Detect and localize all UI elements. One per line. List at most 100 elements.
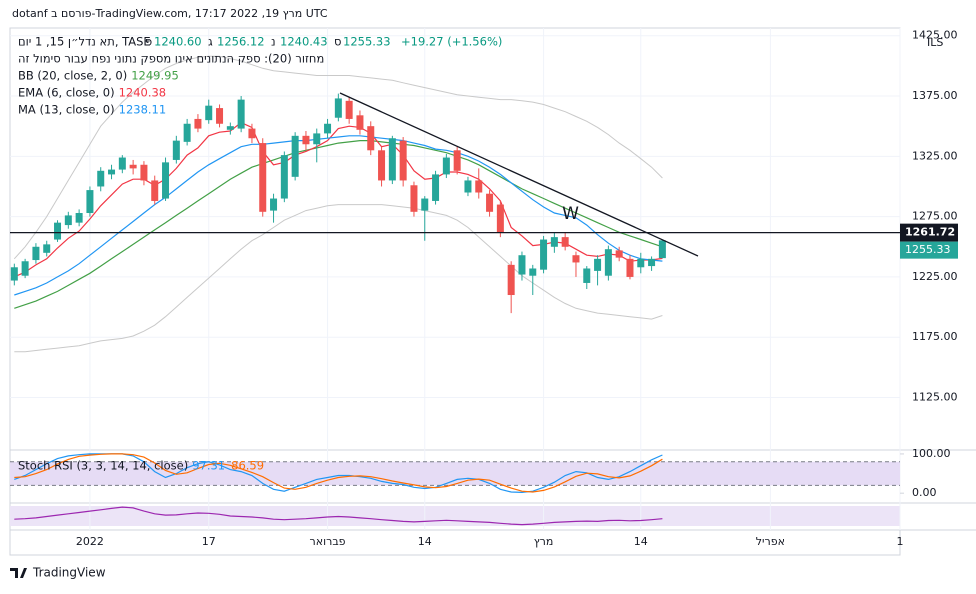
candle-body [550,237,558,247]
candle-body [10,267,18,281]
y-tick-label: 1225.00 [912,270,958,283]
indicator-line [14,121,663,278]
candle-body [529,268,537,276]
last-price-label: 1255.33 [905,243,951,256]
y-tick-label: 1375.00 [912,89,958,102]
oscillator-value: 97.31 [192,459,225,473]
indicator-value: 1238.11 [119,103,167,117]
candle-body [162,162,170,199]
oscillator-line [14,453,663,493]
y-tick-label: 1325.00 [912,149,958,162]
candle-body [237,99,245,129]
indicator-name: BB (20, close, 2, 0) [18,69,127,83]
currency-label: ILS [927,36,943,49]
candle-body [21,261,29,276]
axes: 2022 17 פברואר 14 מרץ 14 אפריל 1 1125.00 1175.00 1… [76,29,958,548]
candle-body [183,123,191,142]
lower-pane-band [10,506,900,526]
candle-body [583,268,591,283]
candle-body [97,170,105,187]
candle-body [43,244,51,253]
brand-logo [10,568,27,578]
candle-body [637,258,645,268]
candle-body [334,98,342,118]
candle-body [561,237,569,247]
candle-body [615,250,623,258]
candle-body [140,164,148,181]
stoch-band [10,461,900,486]
candle-body [518,255,526,275]
candle-body [421,198,429,211]
candle-body [378,150,386,181]
x-tick-label: 14 [418,535,432,548]
candle-body [151,180,159,201]
plot: W [10,55,900,526]
ohlc-value: 1256.12 [217,35,265,49]
candle-body [475,180,483,193]
candle-body [658,240,666,259]
candle-body [75,213,83,223]
candle-body [388,138,396,181]
candle-body [313,133,321,145]
candle-body [270,198,278,211]
y-tick-label: 1175.00 [912,330,958,343]
x-tick-label: פברואר [310,535,346,548]
candle-body [32,246,40,261]
candle-body [216,108,224,124]
candle-body [86,190,94,214]
candle-body [507,264,515,296]
indicator-line [14,140,663,309]
x-tick-label: 1 [897,535,904,548]
candle-body [205,105,213,121]
indicator-name: MA (13, close, 0) [18,103,115,117]
oscillator-value: 86.59 [231,459,264,473]
candle-body [432,174,440,201]
y-tick-label: 1425.00 [912,29,958,42]
ohlc-prefix: נ [271,35,276,49]
publisher: dotanf פורסם ב-TradingView.com, מרץ 19, … [12,7,328,20]
ohlc-value: 1240.60 [154,35,202,49]
candle-body [129,164,137,169]
brand: TradingView [10,566,106,580]
indicator-line [14,135,663,296]
bollinger-upper [13,55,663,260]
y-tick-label: 1125.00 [912,391,958,404]
candle-body [604,249,612,276]
indicator-name: EMA (6, close, 0) [18,86,115,100]
candle-body [626,258,634,277]
bollinger-lower [14,204,663,353]
candle-body [356,115,364,130]
price-line-label: 1261.72 [905,226,955,239]
candle-body [291,135,299,177]
candle-body [410,185,418,212]
candle-body [259,143,267,212]
annotation: W [562,204,579,224]
candle-body [345,100,353,119]
y-tick-label: 0.00 [912,486,937,499]
candle-body [324,123,332,134]
y-tick-label: 1275.00 [912,210,958,223]
candle-body [226,126,234,130]
ohlc-value: 1255.33 [343,35,391,49]
candle-body [302,135,310,145]
oscillator-name: Stoch RSI (3, 3, 14, 14, close) [18,459,188,473]
x-tick-label: מרץ [534,535,554,548]
price-line-box [900,223,958,242]
x-tick-label: אפריל [756,535,785,548]
indicator-value: 1249.95 [131,69,179,83]
x-tick-label: 14 [634,535,648,548]
y-tick-label: 100.00 [912,447,951,460]
oscillator-line [14,506,663,526]
ohlc-prefix: פ [145,35,152,49]
candle-body [399,140,407,181]
candle-body [118,157,126,170]
candle-body [464,180,472,193]
candle-body [108,169,116,175]
candle-body [572,255,580,263]
candle-body [594,258,602,271]
candle-body [280,155,288,199]
ohlc-prefix: ס [334,35,341,49]
x-tick-label: 17 [202,535,216,548]
